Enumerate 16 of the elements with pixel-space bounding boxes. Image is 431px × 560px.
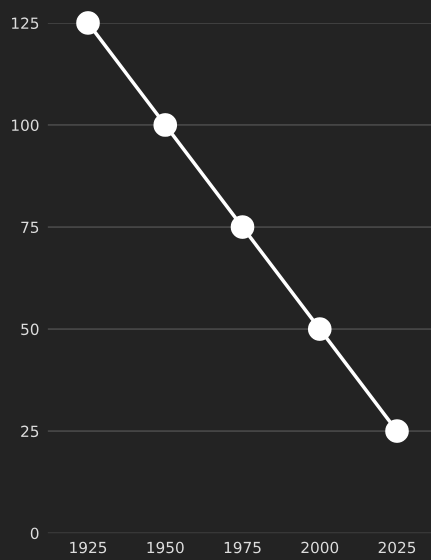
x-tick-label: 1925 — [70, 542, 106, 554]
point — [76, 11, 100, 35]
point — [308, 317, 332, 341]
point — [230, 215, 254, 239]
point — [153, 113, 178, 137]
y-tick-label: 125 — [12, 17, 38, 29]
point — [385, 419, 409, 443]
y-tick-label: 100 — [12, 119, 38, 132]
x-tick-label: 2025 — [378, 542, 416, 554]
x-tick-label: 1975 — [224, 542, 261, 554]
y-tick-label: 25 — [21, 426, 38, 438]
y-tick-label: 75 — [21, 222, 38, 234]
x-tick-label: 1950 — [148, 542, 184, 554]
y-tick-label: 50 — [21, 324, 38, 336]
y-tick-label: 0 — [30, 528, 38, 540]
x-tick-label: 2000 — [301, 542, 338, 554]
